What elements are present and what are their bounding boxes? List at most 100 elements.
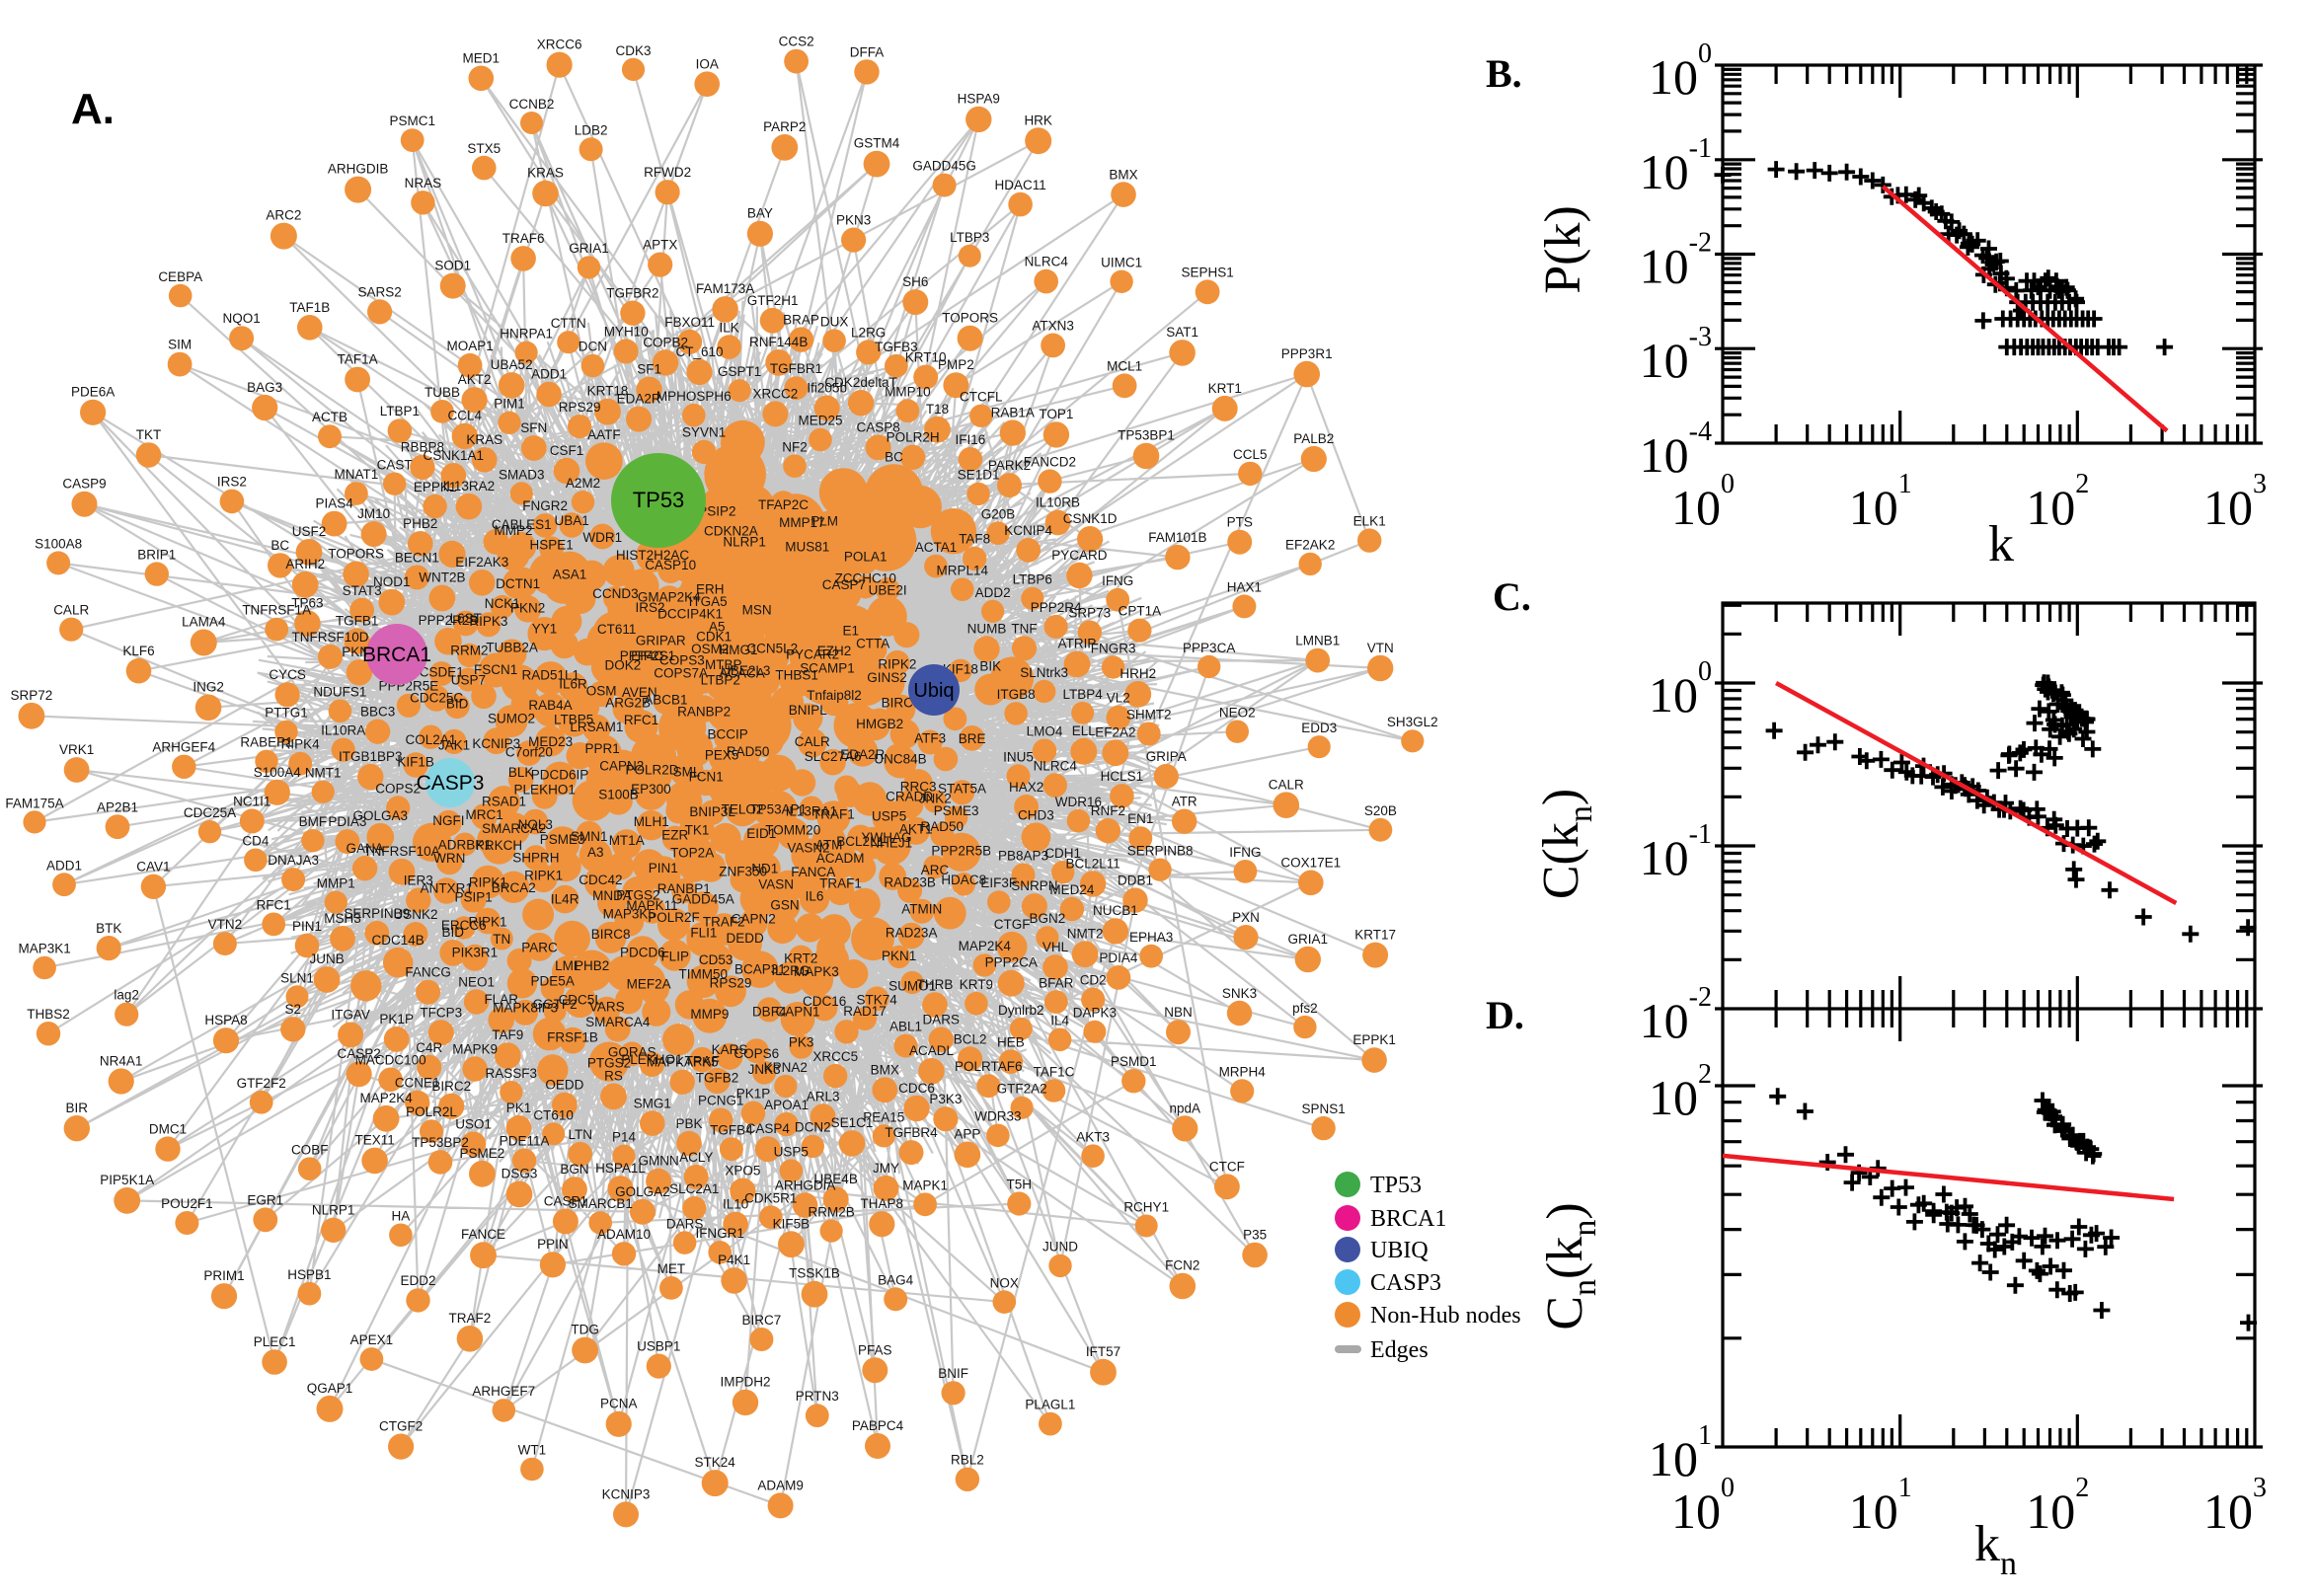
svg-text:PEX5: PEX5 bbox=[705, 748, 739, 763]
svg-text:BMF: BMF bbox=[299, 814, 328, 829]
svg-text:GRIA1: GRIA1 bbox=[569, 241, 609, 256]
svg-text:CASP3: CASP3 bbox=[1370, 1270, 1441, 1296]
svg-text:SF1: SF1 bbox=[637, 362, 661, 377]
svg-text:STAT3: STAT3 bbox=[343, 583, 382, 598]
svg-text:ACTB: ACTB bbox=[312, 410, 347, 424]
svg-text:TNFRSF1A: TNFRSF1A bbox=[242, 603, 311, 618]
svg-text:LTBP1: LTBP1 bbox=[380, 404, 420, 418]
svg-text:Ubiq: Ubiq bbox=[913, 680, 954, 702]
svg-text:Ifi205b: Ifi205b bbox=[807, 381, 847, 396]
svg-text:KCNIP4: KCNIP4 bbox=[1004, 523, 1052, 538]
svg-text:TUBB2A: TUBB2A bbox=[486, 641, 538, 655]
svg-text:GSPT1: GSPT1 bbox=[718, 364, 761, 379]
svg-text:LTBP3: LTBP3 bbox=[950, 230, 989, 245]
svg-text:PIM1: PIM1 bbox=[494, 397, 525, 412]
svg-text:PSMC1: PSMC1 bbox=[389, 114, 435, 128]
svg-text:TAF8: TAF8 bbox=[959, 532, 990, 547]
svg-text:IRS2: IRS2 bbox=[635, 600, 664, 615]
svg-text:LTBP5: LTBP5 bbox=[554, 712, 593, 726]
svg-text:ARHGDIA: ARHGDIA bbox=[775, 1178, 836, 1192]
svg-text:Non-Hub nodes: Non-Hub nodes bbox=[1370, 1303, 1521, 1329]
svg-text:CD4: CD4 bbox=[242, 834, 269, 849]
svg-text:PKN3: PKN3 bbox=[836, 213, 871, 228]
svg-text:BCL2L1: BCL2L1 bbox=[836, 834, 885, 849]
svg-text:HSPA1L: HSPA1L bbox=[595, 1161, 646, 1176]
svg-text:lag2: lag2 bbox=[114, 988, 139, 1003]
svg-text:POLR2L: POLR2L bbox=[406, 1104, 457, 1119]
svg-text:OSM: OSM bbox=[586, 683, 617, 698]
svg-text:CDC14B: CDC14B bbox=[372, 933, 425, 948]
svg-text:FNGR3: FNGR3 bbox=[1091, 641, 1136, 655]
svg-text:PCNA: PCNA bbox=[600, 1397, 638, 1411]
svg-text:LDB2: LDB2 bbox=[575, 122, 608, 137]
svg-text:NLRC4: NLRC4 bbox=[1025, 255, 1069, 269]
svg-text:LTN: LTN bbox=[568, 1127, 592, 1142]
svg-text:VHL: VHL bbox=[1042, 940, 1069, 954]
svg-text:KRAS: KRAS bbox=[527, 166, 564, 181]
svg-text:RBBP8: RBBP8 bbox=[401, 440, 444, 455]
svg-text:SRP72: SRP72 bbox=[11, 688, 53, 703]
svg-text:PKN1: PKN1 bbox=[882, 949, 916, 963]
svg-text:CCS2: CCS2 bbox=[779, 35, 814, 49]
svg-text:TOPORS: TOPORS bbox=[942, 311, 998, 326]
svg-text:ARC: ARC bbox=[921, 863, 950, 877]
svg-text:EDD2: EDD2 bbox=[400, 1273, 435, 1288]
svg-text:BID: BID bbox=[442, 925, 465, 940]
svg-text:IL10: IL10 bbox=[723, 1197, 748, 1212]
svg-text:BID: BID bbox=[446, 697, 469, 712]
svg-text:RABEP1: RABEP1 bbox=[240, 735, 292, 750]
svg-text:MAPK3: MAPK3 bbox=[794, 964, 839, 979]
svg-text:STK24: STK24 bbox=[695, 1455, 736, 1470]
svg-text:PPR1: PPR1 bbox=[585, 741, 620, 756]
svg-text:PALB2: PALB2 bbox=[1293, 431, 1334, 446]
svg-text:ADAM9: ADAM9 bbox=[757, 1479, 804, 1493]
svg-text:TAF1C: TAF1C bbox=[1034, 1064, 1075, 1079]
svg-text:MLH1: MLH1 bbox=[634, 814, 669, 829]
svg-text:MAPKAPK5: MAPKAPK5 bbox=[647, 1055, 719, 1070]
svg-text:GOLGA2: GOLGA2 bbox=[615, 1184, 670, 1199]
svg-text:THBS1: THBS1 bbox=[775, 667, 818, 682]
svg-text:MRPH4: MRPH4 bbox=[1219, 1064, 1267, 1079]
svg-text:LTBP2: LTBP2 bbox=[701, 672, 740, 687]
svg-text:JNK3: JNK3 bbox=[748, 1062, 781, 1077]
svg-text:GADD45G: GADD45G bbox=[912, 159, 976, 174]
svg-text:FLIP: FLIP bbox=[660, 950, 689, 964]
svg-text:MED1: MED1 bbox=[463, 51, 501, 66]
svg-text:GSTM4: GSTM4 bbox=[854, 136, 900, 151]
svg-text:RAD17: RAD17 bbox=[843, 1004, 887, 1019]
svg-text:MSN: MSN bbox=[742, 602, 772, 617]
svg-text:NOX: NOX bbox=[990, 1275, 1019, 1290]
svg-text:USP7: USP7 bbox=[451, 673, 486, 688]
svg-text:CSDE1: CSDE1 bbox=[420, 664, 464, 679]
svg-text:THAP8: THAP8 bbox=[861, 1196, 904, 1211]
svg-text:MAP2K4: MAP2K4 bbox=[359, 1091, 413, 1105]
svg-text:TOMM20: TOMM20 bbox=[765, 822, 820, 837]
svg-text:P(k): P(k) bbox=[1535, 205, 1591, 294]
svg-text:SH3GL2: SH3GL2 bbox=[1387, 715, 1438, 729]
svg-text:TRAF6: TRAF6 bbox=[502, 231, 545, 246]
svg-text:ABL1: ABL1 bbox=[889, 1020, 922, 1034]
svg-text:RFWD2: RFWD2 bbox=[644, 165, 691, 180]
svg-text:EDA2R: EDA2R bbox=[617, 392, 661, 407]
svg-text:ATMIN: ATMIN bbox=[901, 902, 942, 917]
svg-text:VRK1: VRK1 bbox=[59, 742, 94, 757]
svg-text:TGFBR4: TGFBR4 bbox=[885, 1125, 938, 1140]
svg-text:PB8AP3: PB8AP3 bbox=[998, 849, 1048, 864]
svg-text:RSAD1: RSAD1 bbox=[482, 795, 526, 809]
svg-text:PSIP1: PSIP1 bbox=[455, 889, 493, 904]
svg-text:ATXN3: ATXN3 bbox=[1032, 319, 1074, 334]
svg-text:KCNIP3: KCNIP3 bbox=[602, 1486, 651, 1501]
svg-text:PPP2R5B: PPP2R5B bbox=[931, 843, 991, 858]
svg-text:BRIP1: BRIP1 bbox=[137, 547, 176, 562]
svg-text:GINS2: GINS2 bbox=[867, 670, 907, 685]
svg-text:MRC1: MRC1 bbox=[465, 807, 502, 822]
svg-text:FANCA: FANCA bbox=[791, 865, 835, 879]
svg-text:EPPK1: EPPK1 bbox=[414, 480, 457, 494]
svg-text:T18: T18 bbox=[926, 402, 949, 417]
svg-text:FANCG: FANCG bbox=[405, 965, 451, 980]
svg-text:kn: kn bbox=[1974, 1516, 2017, 1582]
svg-text:BIK: BIK bbox=[979, 659, 1001, 674]
svg-text:PDIA4: PDIA4 bbox=[1099, 950, 1138, 965]
svg-text:EP300: EP300 bbox=[631, 782, 671, 797]
svg-text:HSPB1: HSPB1 bbox=[287, 1267, 331, 1282]
